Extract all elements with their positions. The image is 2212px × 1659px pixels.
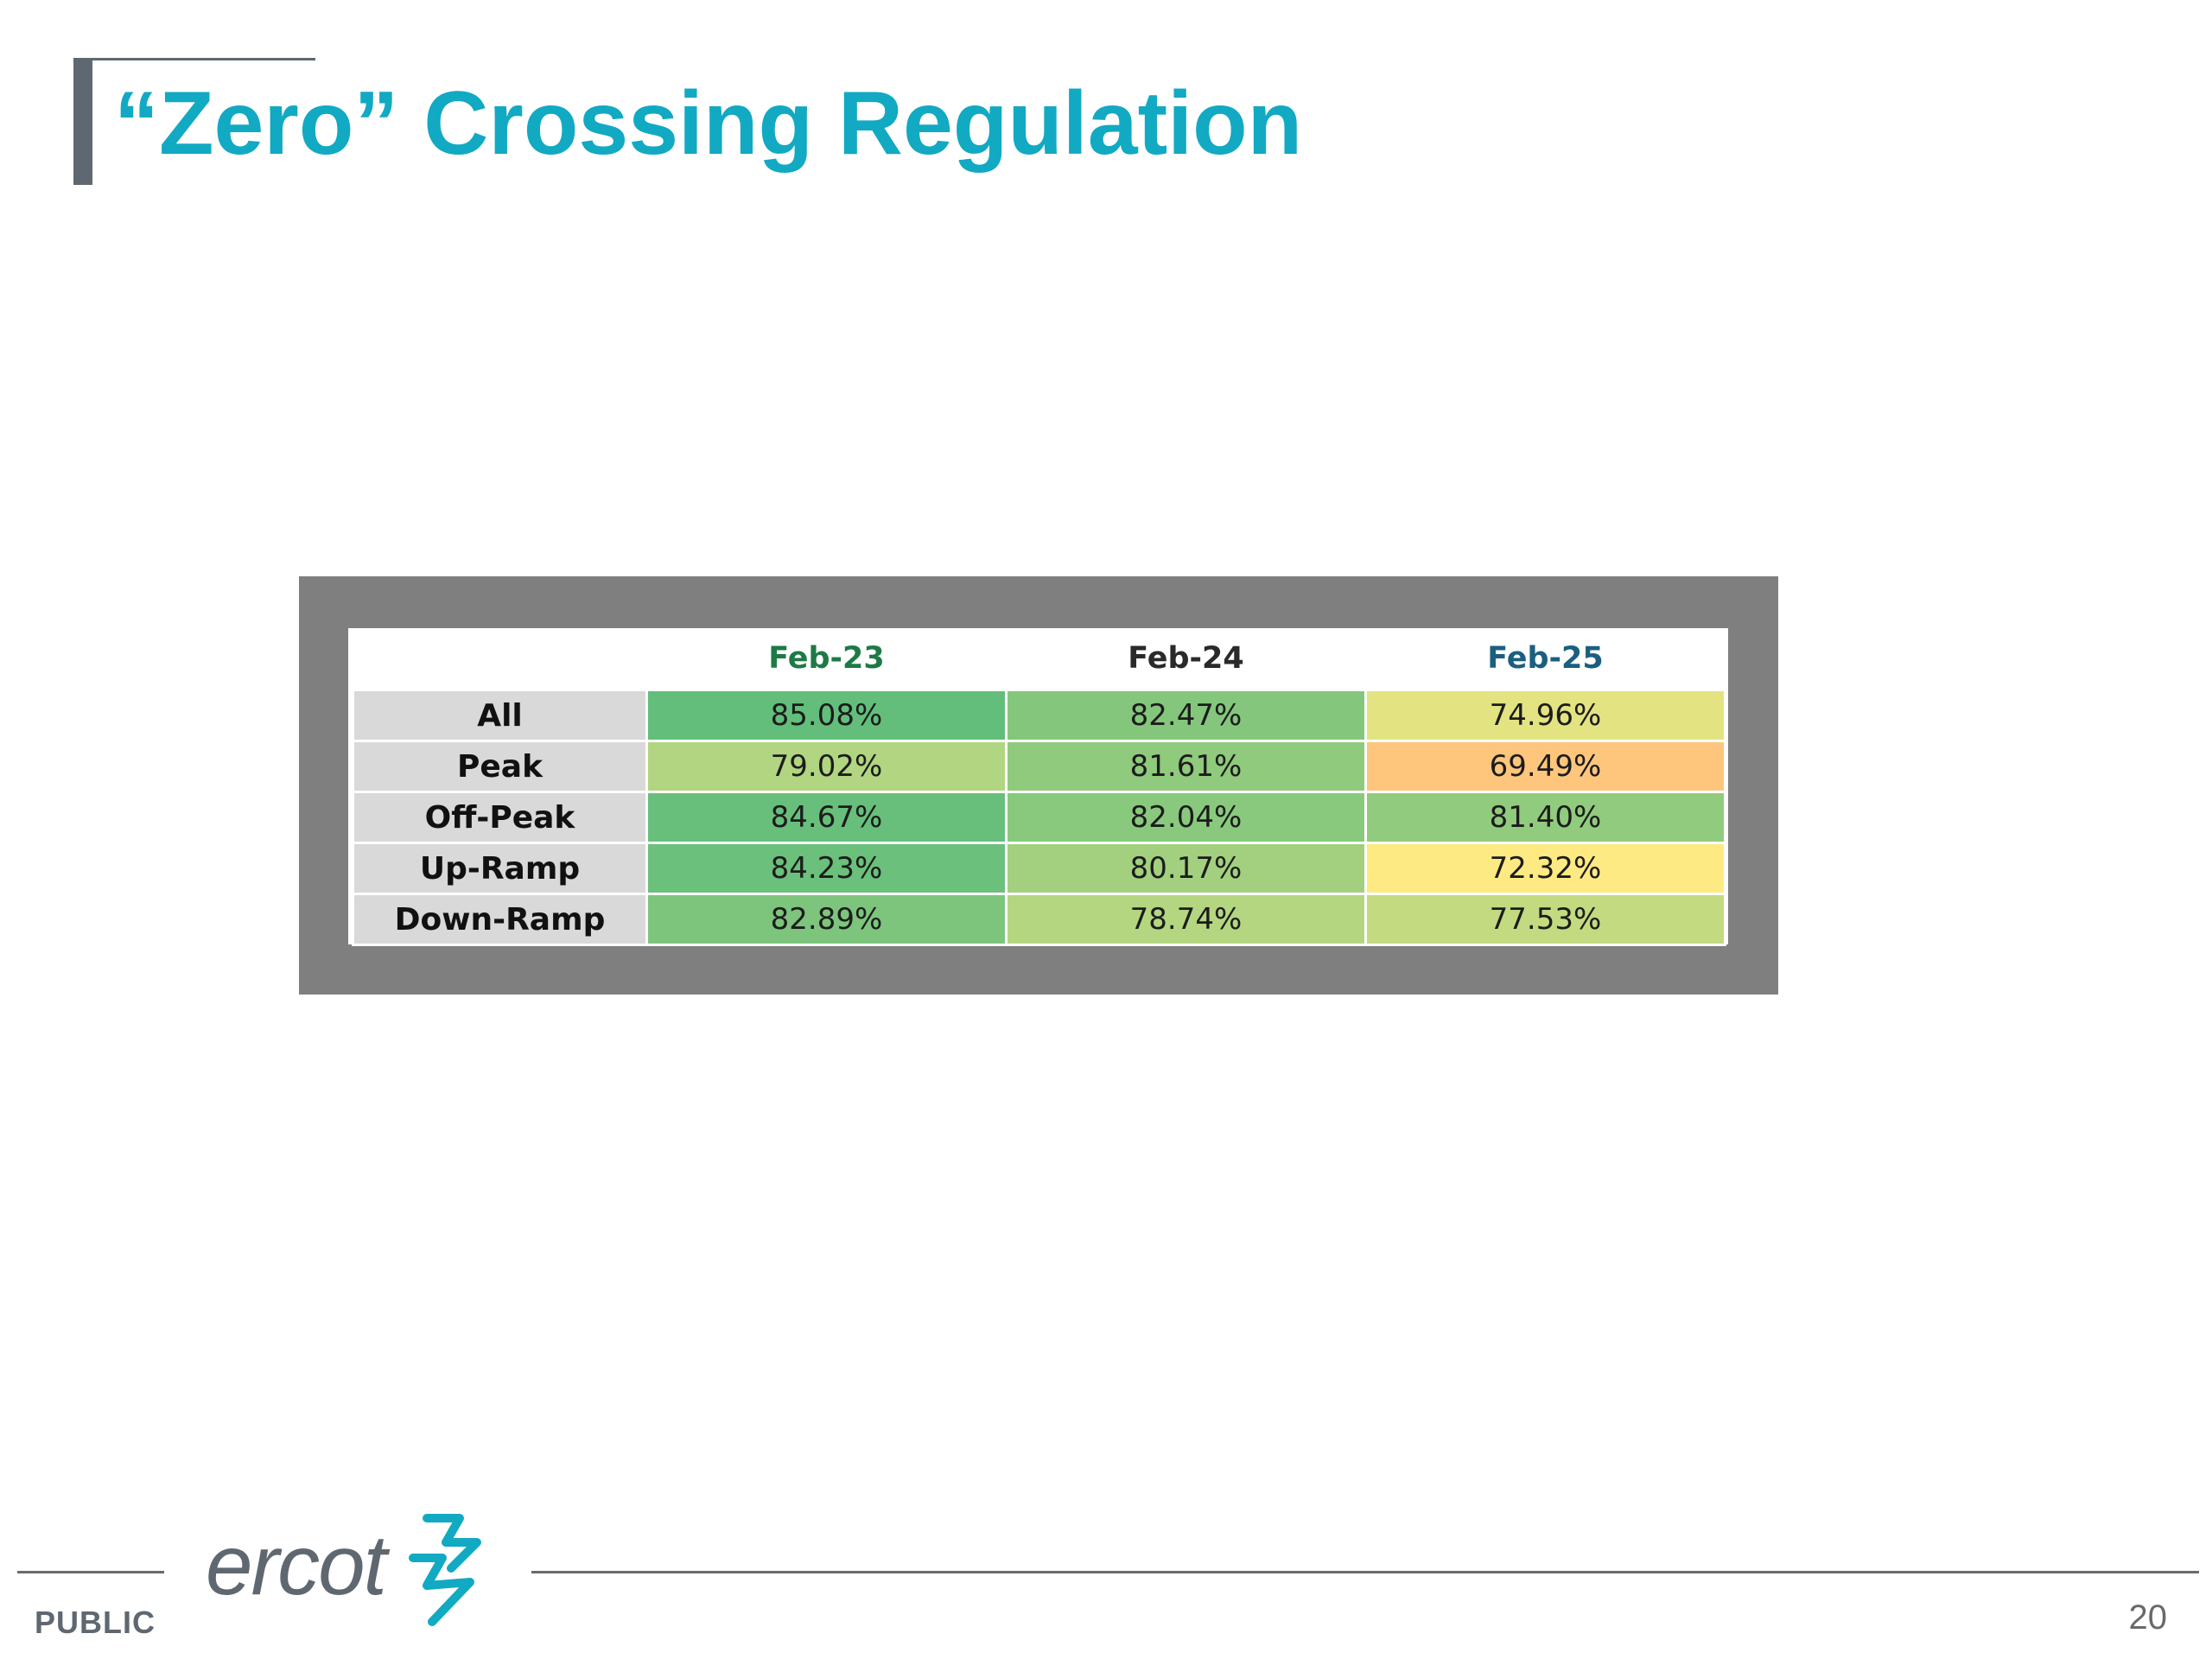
table-row: All 85.08% 82.47% 74.96%	[352, 689, 1726, 742]
value-cell: 84.67%	[645, 791, 1007, 844]
row-label: Down-Ramp	[352, 893, 648, 946]
ercot-logo: ercot	[206, 1514, 481, 1626]
row-label: All	[352, 689, 648, 742]
table-row: Peak 79.02% 81.61% 69.49%	[352, 740, 1726, 793]
column-header: Feb-23	[768, 641, 885, 676]
row-label: Up-Ramp	[352, 842, 648, 895]
value-cell: 82.04%	[1005, 791, 1367, 844]
title-accent-bar	[73, 58, 92, 185]
table-frame: Feb-23 Feb-24 Feb-25 All 85.08% 82.47% 7…	[299, 576, 1778, 995]
row-label: Peak	[352, 740, 648, 793]
footer-rule-left	[17, 1571, 164, 1573]
page-number: 20	[2128, 1599, 2168, 1637]
table-row: Down-Ramp 82.89% 78.74% 77.53%	[352, 893, 1726, 946]
value-cell: 79.02%	[645, 740, 1007, 793]
title-accent-rule	[73, 58, 315, 60]
table-row: Up-Ramp 84.23% 80.17% 72.32%	[352, 842, 1726, 895]
value-cell: 77.53%	[1364, 893, 1726, 946]
column-header: Feb-25	[1487, 641, 1604, 676]
regulation-table: Feb-23 Feb-24 Feb-25 All 85.08% 82.47% 7…	[352, 628, 1726, 946]
value-cell: 72.32%	[1364, 842, 1726, 895]
row-label: Off-Peak	[352, 791, 648, 844]
table-header-row: Feb-23 Feb-24 Feb-25	[353, 628, 1726, 690]
classification-label: PUBLIC	[35, 1605, 156, 1640]
value-cell: 74.96%	[1364, 689, 1726, 742]
table-row: Off-Peak 84.67% 82.04% 81.40%	[352, 791, 1726, 844]
value-cell: 82.47%	[1005, 689, 1367, 742]
value-cell: 85.08%	[645, 689, 1007, 742]
value-cell: 78.74%	[1005, 893, 1367, 946]
value-cell: 80.17%	[1005, 842, 1367, 895]
logo-wordmark: ercot	[206, 1517, 391, 1612]
table-corner-cell	[353, 628, 647, 690]
value-cell: 69.49%	[1364, 740, 1726, 793]
table-panel: Feb-23 Feb-24 Feb-25 All 85.08% 82.47% 7…	[348, 628, 1728, 946]
value-cell: 81.61%	[1005, 740, 1367, 793]
slide-title: “Zero” Crossing Regulation	[114, 73, 1303, 174]
lightning-bolt-icon	[409, 1514, 481, 1626]
value-cell: 84.23%	[645, 842, 1007, 895]
footer-rule-right	[531, 1571, 2199, 1573]
value-cell: 81.40%	[1364, 791, 1726, 844]
column-header: Feb-24	[1128, 641, 1244, 676]
value-cell: 82.89%	[645, 893, 1007, 946]
